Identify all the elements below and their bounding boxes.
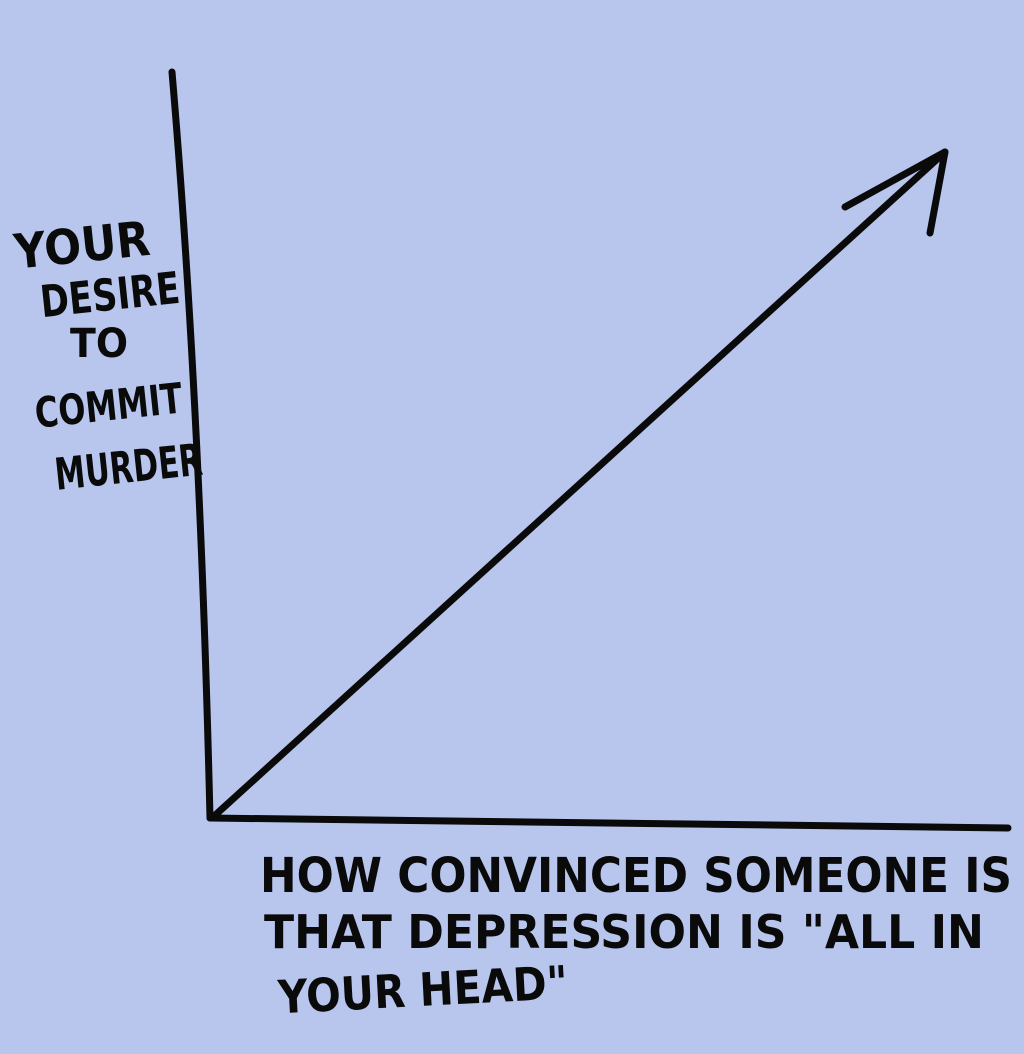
x-label-line-1: THAT DEPRESSION IS "ALL IN [264,905,984,959]
y-axis [168,68,214,822]
x-axis [206,814,1012,832]
series-line-0 [208,148,949,822]
x-label-line-0: HOW CONVINCED SOMEONE IS [260,848,1012,904]
y-label-line-2: TO [70,321,128,367]
y-label-line-3: COMMIT [32,374,185,438]
x-axis-label: HOW CONVINCED SOMEONE IS THAT DEPRESSION… [260,848,1012,1024]
y-axis-label: YOUR DESIRE TO COMMIT MURDER [11,211,205,501]
y-label-line-4: MURDER [52,435,205,501]
series-group [208,148,949,822]
x-label-line-2: YOUR HEAD" [276,955,569,1024]
arrowhead [841,148,949,237]
